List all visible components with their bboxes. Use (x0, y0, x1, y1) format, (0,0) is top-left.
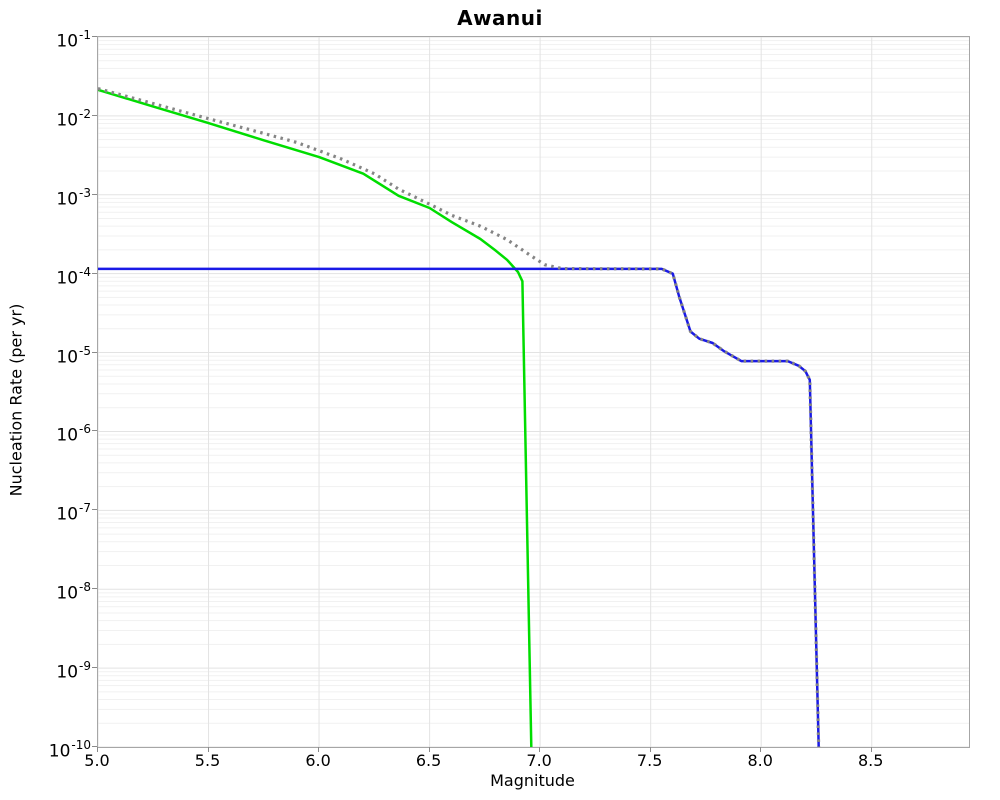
y-tick-label: 10-7 (56, 501, 91, 525)
y-axis-label: Nucleation Rate (per yr) (6, 303, 26, 497)
y-tick-mark (92, 351, 97, 353)
y-tick-label: 10-5 (56, 343, 91, 368)
x-tick-mark (207, 747, 209, 752)
x-tick-label: 5.0 (84, 751, 110, 770)
chart-title: Awanui (457, 6, 543, 30)
x-tick-label: 8.0 (747, 751, 773, 770)
x-tick-mark (870, 747, 872, 752)
y-tick-mark (92, 667, 97, 669)
y-tick-mark (92, 588, 97, 590)
y-tick-mark (92, 114, 97, 116)
y-tick-mark (92, 36, 97, 37)
x-tick-mark (760, 747, 762, 752)
y-tick-label: 10-2 (56, 106, 91, 131)
y-tick-label: 10-4 (56, 264, 91, 289)
y-tick-label: 10-8 (56, 580, 91, 604)
chart-canvas (98, 37, 969, 747)
green-solid-curve (98, 88, 533, 747)
y-tick-label: 10-9 (56, 659, 91, 683)
x-tick-label: 6.0 (305, 751, 331, 770)
y-tick-label: 10-3 (56, 185, 91, 210)
y-tick-mark (92, 509, 97, 511)
x-tick-mark (318, 747, 320, 752)
x-tick-label: 7.0 (526, 751, 552, 770)
plot-area (97, 36, 970, 748)
x-tick-mark (649, 747, 651, 752)
y-tick-mark (92, 430, 97, 432)
x-tick-label: 8.5 (857, 751, 884, 770)
x-tick-label: 6.5 (415, 751, 442, 770)
y-tick-mark (92, 193, 97, 195)
x-tick-mark (428, 747, 430, 752)
y-tick-mark (92, 272, 97, 274)
y-tick-mark (92, 746, 97, 747)
y-tick-label: 10-6 (56, 422, 91, 447)
x-axis-label: Magnitude (490, 771, 575, 790)
x-tick-mark (539, 747, 541, 752)
x-tick-mark (97, 747, 98, 752)
x-tick-label: 5.5 (194, 751, 221, 770)
x-tick-label: 7.5 (636, 751, 663, 770)
y-tick-label: 10-1 (56, 28, 91, 52)
gray-dotted-curve (98, 87, 821, 747)
y-tick-label: 10-10 (48, 738, 91, 762)
